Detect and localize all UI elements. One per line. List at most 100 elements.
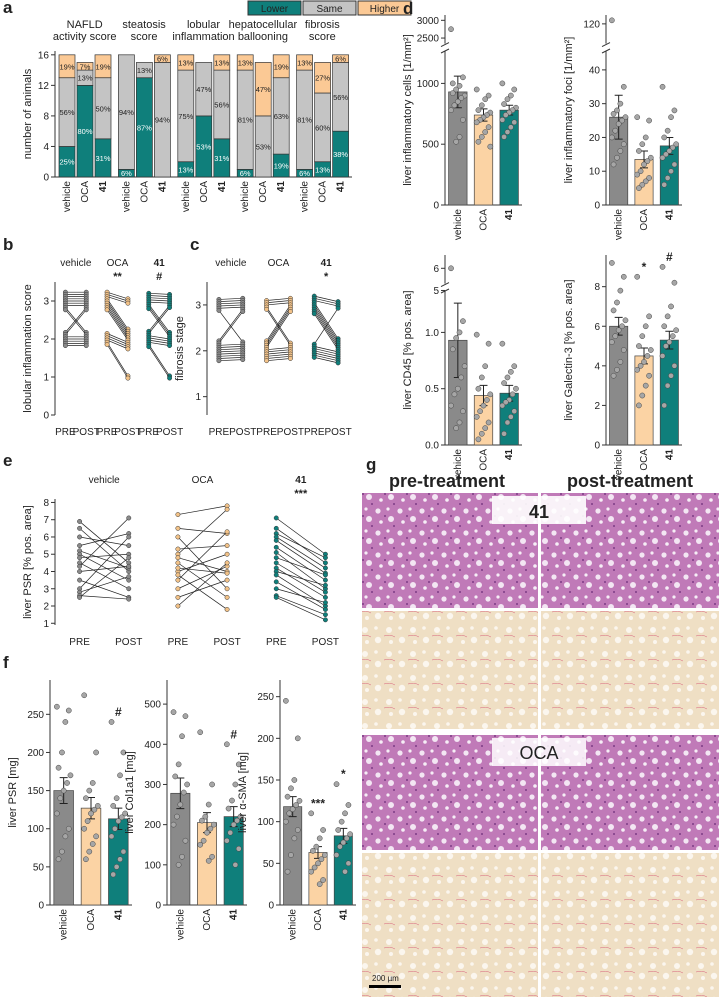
pre-point: [273, 586, 279, 592]
point: [170, 709, 177, 715]
percent-label: 13%: [238, 58, 253, 67]
pre-point: [175, 565, 181, 571]
legend-label: Higher: [370, 4, 400, 15]
label-box: [492, 496, 586, 524]
point: [609, 134, 615, 141]
point: [177, 801, 184, 808]
pair-line: [218, 354, 243, 357]
x-tick-label: POST: [156, 427, 183, 438]
point: [182, 713, 189, 720]
point: [313, 843, 320, 850]
significance: #: [156, 271, 162, 283]
post-point: [335, 360, 341, 366]
post-point: [335, 305, 341, 311]
post-point: [126, 574, 132, 580]
point: [473, 414, 480, 420]
point: [449, 346, 456, 353]
point: [666, 148, 673, 154]
pair-line: [218, 352, 243, 355]
point: [67, 772, 74, 779]
post-point: [322, 582, 328, 588]
pair-line: [218, 346, 243, 348]
percent-label: 94%: [155, 116, 170, 125]
point: [179, 733, 185, 740]
point: [511, 119, 518, 126]
point: [94, 802, 101, 809]
point: [347, 831, 353, 838]
pre-point: [77, 555, 83, 561]
pair-line: [314, 348, 339, 355]
point: [668, 372, 674, 379]
significance: ***: [294, 488, 308, 500]
pair-line: [177, 527, 228, 534]
point: [333, 852, 340, 858]
label-box: [492, 738, 586, 766]
point: [668, 114, 674, 121]
y-tick-label: 10: [589, 167, 601, 178]
pre-point: [62, 343, 68, 349]
point: [205, 857, 212, 864]
pair-line: [106, 333, 129, 343]
point: [84, 818, 91, 824]
pre-point: [273, 544, 279, 550]
significance: #: [115, 705, 122, 719]
x-tick-label: vehicle: [59, 909, 70, 941]
y-tick-label: 2: [43, 335, 49, 346]
point: [291, 777, 298, 783]
percent-label: 81%: [297, 116, 312, 125]
column-title: pre-treatment: [389, 471, 505, 491]
y-tick-label: 1000: [417, 79, 440, 90]
pair-line: [218, 306, 243, 309]
point: [504, 419, 511, 426]
pair-line: [276, 574, 326, 607]
pre-point: [104, 342, 110, 347]
pre-point: [175, 546, 181, 552]
point: [609, 339, 615, 345]
axis-break: [601, 42, 611, 54]
x-tick-label: vehicle: [181, 181, 192, 213]
point: [460, 117, 466, 123]
y-tick-label: 2500: [417, 34, 440, 45]
point: [499, 80, 506, 87]
point: [612, 127, 619, 134]
psr-image: [362, 611, 538, 729]
pre-point: [77, 577, 83, 583]
x-tick-label: PRE: [97, 427, 118, 438]
pre-point: [273, 560, 279, 566]
point: [482, 425, 489, 431]
x-tick-label: 41: [157, 181, 168, 193]
post-point: [322, 555, 328, 561]
pair-line: [314, 357, 339, 364]
post-point: [83, 343, 89, 349]
percent-label: 13%: [214, 58, 229, 67]
x-tick-label: POST: [277, 427, 304, 438]
pair-line: [79, 562, 129, 590]
point: [456, 419, 463, 426]
point: [487, 391, 494, 398]
x-tick-label: vehicle: [614, 449, 625, 481]
point: [504, 96, 511, 103]
point: [204, 829, 210, 836]
y-tick-label: 0.5: [425, 384, 439, 395]
x-tick-label: OCA: [479, 449, 490, 471]
significance: ***: [311, 796, 325, 810]
post-point: [322, 560, 328, 566]
point: [453, 425, 459, 431]
post-point: [125, 346, 131, 352]
point: [209, 853, 215, 860]
y-tick-label: 3: [43, 584, 49, 595]
point: [55, 856, 62, 863]
y-axis-title: lobular inflammation score: [22, 284, 34, 412]
point: [668, 168, 674, 175]
pair-line: [314, 350, 339, 357]
point: [673, 327, 679, 334]
point: [237, 813, 244, 820]
percent-label: 47%: [256, 85, 271, 94]
pair-line: [276, 557, 326, 576]
point: [453, 335, 459, 341]
x-tick-label: vehicle: [614, 209, 625, 241]
axis-break: [440, 42, 450, 54]
pair-line: [276, 562, 326, 593]
x-tick-label: PRE: [168, 637, 189, 648]
point: [610, 110, 617, 117]
